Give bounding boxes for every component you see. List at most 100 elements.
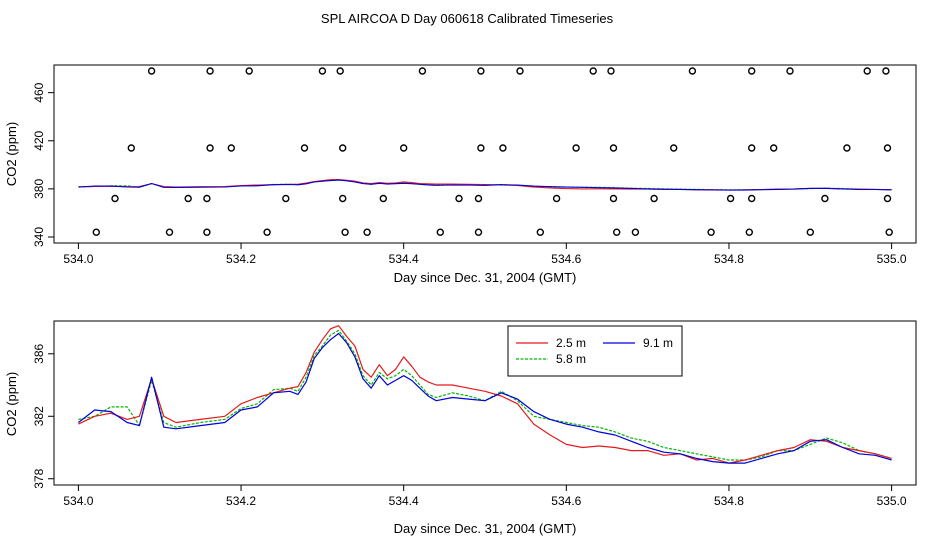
flag-marker xyxy=(806,228,814,236)
x-tick-label: 534.6 xyxy=(551,252,581,266)
flag-marker xyxy=(455,194,463,203)
flag-marker xyxy=(418,67,427,75)
x-axis: 534.0 534.2 534.4 534.6 534.8 535.0 xyxy=(63,243,907,266)
flag-marker xyxy=(882,67,890,75)
flag-marker xyxy=(552,194,561,203)
y-tick-label: 340 xyxy=(32,227,46,247)
figure-title: SPL AIRCOA D Day 060618 Calibrated Times… xyxy=(321,11,614,26)
flag-marker xyxy=(477,67,485,75)
flag-marker xyxy=(748,144,756,152)
legend-label-9-1m: 9.1 m xyxy=(643,336,673,350)
flag-marker xyxy=(203,228,211,236)
flag-marker xyxy=(688,67,697,75)
y-axis: 340 380 420 460 xyxy=(32,82,54,247)
flag-marker xyxy=(821,194,829,203)
flag-marker xyxy=(786,67,794,75)
flag-marker xyxy=(245,67,253,75)
flag-marker xyxy=(631,228,640,236)
flag-marker xyxy=(227,144,236,152)
flag-marker xyxy=(499,144,507,152)
flag-marker xyxy=(607,67,615,75)
x-axis: 534.0 534.2 534.4 534.6 534.8 535.0 xyxy=(63,485,907,508)
flag-marker xyxy=(206,144,214,152)
y-tick-label: 380 xyxy=(32,179,46,199)
flag-marker xyxy=(843,144,851,152)
x-tick-label: 534.8 xyxy=(714,494,744,508)
y-tick-label: 420 xyxy=(32,130,46,150)
y-axis-label: CO2 (ppm) xyxy=(4,122,19,186)
flag-marker xyxy=(111,194,119,203)
flag-marker xyxy=(400,144,408,152)
flag-marker xyxy=(885,228,893,236)
panel-top: 534.0 534.2 534.4 534.6 534.8 535.0 340 380 420… xyxy=(4,64,917,285)
panel-bottom: 534.0 534.2 534.4 534.6 534.8 535.0 378 382 386… xyxy=(4,320,917,536)
flag-marker xyxy=(572,144,580,152)
flag-marker xyxy=(203,194,211,203)
flag-markers xyxy=(92,67,893,236)
legend-label-2-5m: 2.5 m xyxy=(556,336,586,350)
x-tick-label: 534.4 xyxy=(389,252,419,266)
flag-marker xyxy=(707,228,715,236)
y-tick-label: 460 xyxy=(32,82,46,102)
plot-frame xyxy=(53,320,917,486)
flag-marker xyxy=(650,194,658,203)
series-lines xyxy=(78,325,892,464)
legend: 2.5 m 9.1 m 5.8 m xyxy=(507,325,683,377)
flag-marker xyxy=(282,194,290,203)
flag-marker xyxy=(770,144,778,152)
x-tick-label: 534.4 xyxy=(389,494,419,508)
y-tick-label: 382 xyxy=(32,406,46,426)
flag-marker xyxy=(516,67,524,75)
series-lines xyxy=(78,178,892,191)
x-tick-label: 534.0 xyxy=(63,494,93,508)
flag-marker xyxy=(748,194,756,203)
flag-marker xyxy=(147,67,156,75)
flag-marker xyxy=(883,144,892,152)
flag-marker xyxy=(745,228,753,236)
flag-marker xyxy=(341,228,349,236)
flag-marker xyxy=(609,144,618,152)
flag-marker xyxy=(726,194,735,203)
y-axis: 378 382 386 xyxy=(32,343,54,489)
flag-marker xyxy=(318,67,327,75)
flag-marker xyxy=(883,194,892,203)
x-axis-label: Day since Dec. 31, 2004 (GMT) xyxy=(394,270,577,285)
flag-marker xyxy=(206,67,214,75)
flag-marker xyxy=(339,194,347,203)
x-tick-label: 534.2 xyxy=(226,252,256,266)
x-tick-label: 535.0 xyxy=(877,494,907,508)
flag-marker xyxy=(336,67,344,75)
x-tick-label: 534.2 xyxy=(226,494,256,508)
y-axis-label: CO2 (ppm) xyxy=(4,372,19,436)
legend-box xyxy=(507,325,683,377)
flag-marker xyxy=(748,67,756,75)
flag-marker xyxy=(165,228,174,236)
flag-marker xyxy=(127,144,136,152)
flag-marker xyxy=(474,228,483,236)
x-tick-label: 534.8 xyxy=(714,252,744,266)
flag-marker xyxy=(609,194,618,203)
flag-marker xyxy=(92,228,101,236)
x-tick-label: 534.0 xyxy=(63,252,93,266)
series-line-s91 xyxy=(78,179,892,191)
flag-marker xyxy=(863,67,871,75)
flag-marker xyxy=(363,228,371,236)
flag-marker xyxy=(263,228,271,236)
flag-marker xyxy=(477,144,485,152)
legend-label-5-8m: 5.8 m xyxy=(556,352,586,366)
series-line-s91 xyxy=(78,332,892,464)
y-tick-label: 386 xyxy=(32,343,46,363)
plot-frame xyxy=(53,64,917,244)
series-line-s58 xyxy=(78,329,892,461)
x-axis-label: Day since Dec. 31, 2004 (GMT) xyxy=(394,521,577,536)
flag-marker xyxy=(670,144,678,152)
flag-marker xyxy=(184,194,192,203)
flag-marker xyxy=(436,228,444,236)
x-tick-label: 535.0 xyxy=(877,252,907,266)
flag-marker xyxy=(379,194,387,203)
series-line-s25 xyxy=(78,325,892,464)
flag-marker xyxy=(300,144,309,152)
flag-marker xyxy=(589,67,597,75)
flag-marker xyxy=(613,228,621,236)
